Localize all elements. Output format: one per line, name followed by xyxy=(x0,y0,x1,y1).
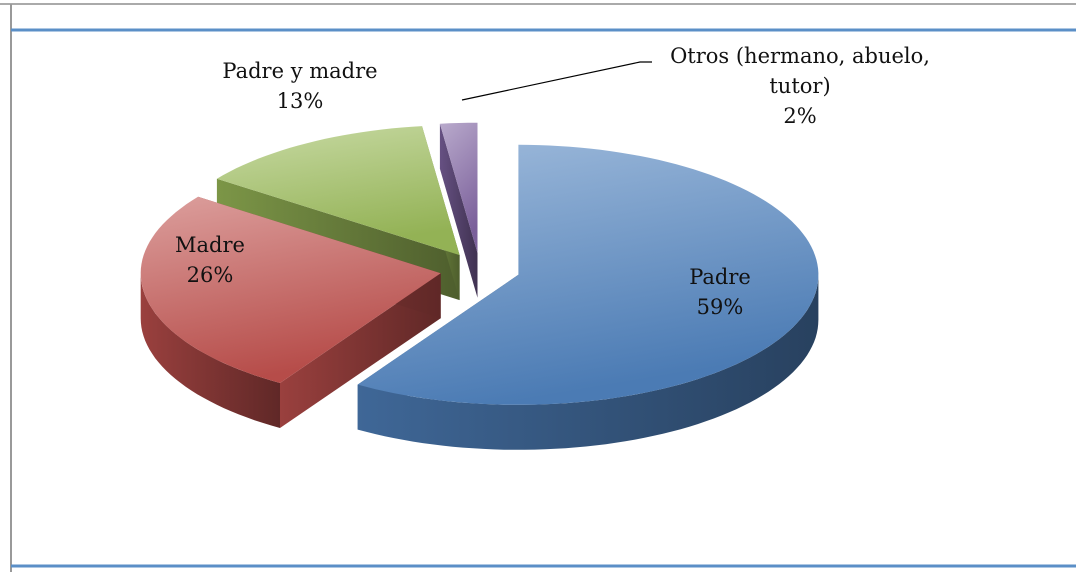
category-label: Madre xyxy=(175,233,245,257)
data-label: Otros (hermano, abuelo, tutor) 2% xyxy=(640,41,960,131)
slice-wall xyxy=(357,274,819,450)
slice-wall xyxy=(140,273,280,428)
data-label: Madre 26% xyxy=(130,230,290,290)
category-label: Padre y madre xyxy=(222,59,378,83)
value-label: 59% xyxy=(696,295,744,319)
data-label: Padre y madre 13% xyxy=(190,56,410,116)
slice-side xyxy=(280,273,441,428)
slice xyxy=(439,122,478,253)
slice xyxy=(357,144,819,405)
slice xyxy=(140,196,441,383)
data-label: Padre 59% xyxy=(620,262,820,322)
slice xyxy=(216,126,460,256)
value-label: 26% xyxy=(186,263,234,287)
value-label: 13% xyxy=(276,89,324,113)
category-label: Padre xyxy=(689,265,751,289)
slice-side xyxy=(439,123,478,298)
category-label: Otros (hermano, abuelo, tutor) xyxy=(670,44,930,98)
leader-line xyxy=(461,61,652,101)
value-label: 2% xyxy=(783,104,817,128)
